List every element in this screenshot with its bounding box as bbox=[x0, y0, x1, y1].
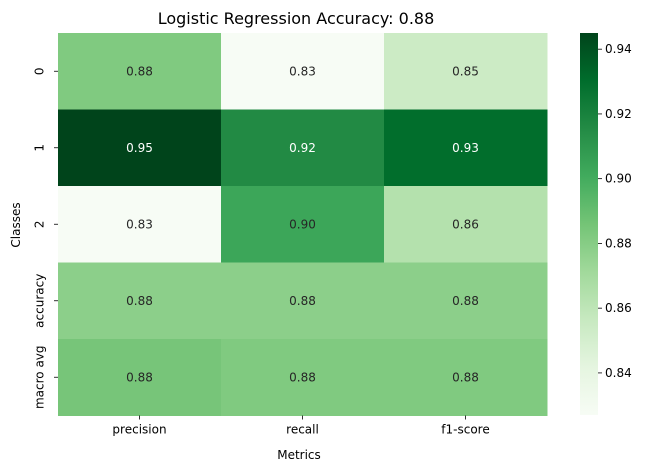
y-tick-label: 1 bbox=[33, 144, 47, 152]
y-tick-label: macro avg bbox=[33, 345, 47, 409]
cell-value-label: 0.93 bbox=[452, 141, 479, 155]
heatmap-cell bbox=[221, 186, 385, 263]
cell-value-label: 0.88 bbox=[126, 370, 153, 384]
colorbar-tick-label: 0.92 bbox=[605, 107, 632, 121]
heatmap-cells bbox=[58, 33, 548, 416]
cell-value-label: 0.83 bbox=[289, 64, 316, 78]
heatmap-cell bbox=[384, 262, 548, 340]
cell-value-label: 0.88 bbox=[126, 294, 153, 308]
heatmap-cell bbox=[58, 33, 222, 110]
y-tick-label: accuracy bbox=[33, 274, 47, 328]
heatmap-cell bbox=[384, 186, 548, 263]
cell-value-label: 0.90 bbox=[289, 217, 316, 231]
heatmap-cell bbox=[58, 109, 222, 187]
cell-value-label: 0.88 bbox=[289, 370, 316, 384]
heatmap-cell bbox=[58, 186, 222, 263]
colorbar-tick-label: 0.86 bbox=[605, 301, 632, 315]
y-axis-ticks: 0 1 2 accuracy macro avg bbox=[33, 67, 58, 409]
x-axis-label: Metrics bbox=[277, 448, 321, 462]
cell-value-label: 0.88 bbox=[452, 294, 479, 308]
heatmap-cell bbox=[384, 33, 548, 110]
heatmap-cell bbox=[384, 109, 548, 187]
cell-value-label: 0.88 bbox=[452, 370, 479, 384]
x-tick-label: recall bbox=[286, 423, 319, 437]
y-tick-label: 0 bbox=[33, 67, 47, 75]
colorbar-tick-label: 0.94 bbox=[605, 42, 632, 56]
cell-value-label: 0.86 bbox=[452, 217, 479, 231]
heatmap-cell bbox=[384, 339, 548, 416]
colorbar-ticks: 0.84 0.86 0.88 0.90 0.92 0.94 bbox=[598, 42, 632, 380]
heatmap-cell bbox=[221, 339, 385, 416]
heatmap-cell bbox=[221, 262, 385, 340]
colorbar bbox=[580, 33, 598, 415]
y-tick-label: 2 bbox=[33, 220, 47, 228]
heatmap-cell-labels: 0.88 0.83 0.85 0.95 0.92 0.93 0.83 0.90 0.86 0.88… bbox=[126, 64, 479, 384]
colorbar-tick-label: 0.90 bbox=[605, 172, 632, 186]
x-axis-ticks: precision recall f1-score bbox=[112, 415, 490, 437]
colorbar-tick-label: 0.84 bbox=[605, 366, 632, 380]
x-tick-label: precision bbox=[112, 423, 166, 437]
cell-value-label: 0.95 bbox=[126, 141, 153, 155]
cell-value-label: 0.88 bbox=[289, 294, 316, 308]
cell-value-label: 0.88 bbox=[126, 64, 153, 78]
heatmap-cell bbox=[58, 339, 222, 416]
x-tick-label: f1-score bbox=[441, 423, 489, 437]
heatmap-cell bbox=[58, 262, 222, 340]
heatmap-cell bbox=[221, 109, 385, 187]
cell-value-label: 0.85 bbox=[452, 64, 479, 78]
heatmap-cell bbox=[221, 33, 385, 110]
cell-value-label: 0.92 bbox=[289, 141, 316, 155]
cell-value-label: 0.83 bbox=[126, 217, 153, 231]
colorbar-tick-label: 0.88 bbox=[605, 236, 632, 250]
chart-title: Logistic Regression Accuracy: 0.88 bbox=[158, 9, 435, 28]
y-axis-label: Classes bbox=[9, 202, 23, 247]
